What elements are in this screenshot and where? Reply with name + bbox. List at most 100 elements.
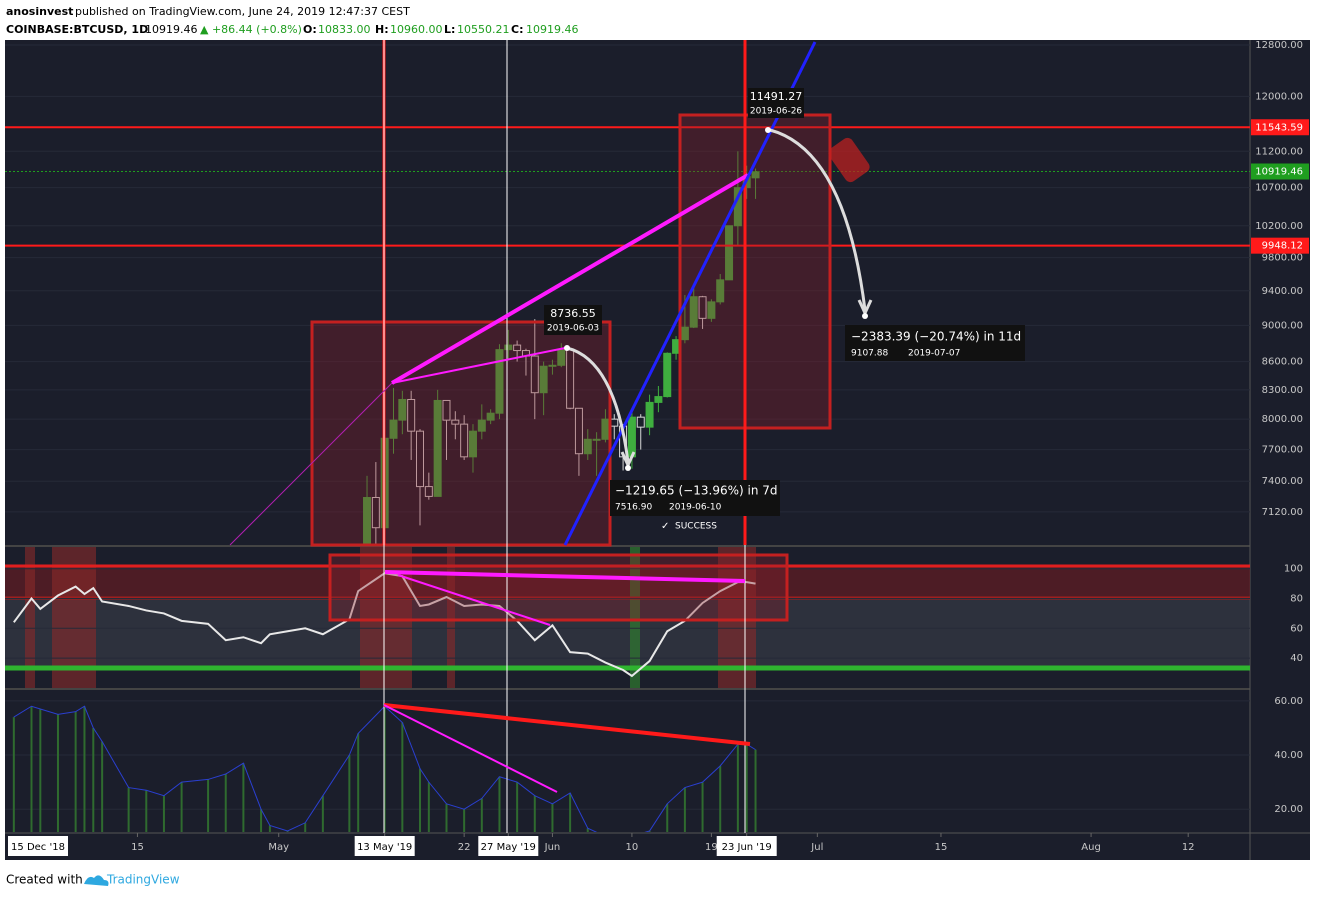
x-tick-label: 27 May '19 — [481, 842, 536, 853]
point — [564, 345, 570, 351]
point — [862, 313, 868, 319]
range-box — [678, 113, 832, 430]
candle-body — [654, 396, 663, 403]
candle-body — [477, 419, 486, 432]
candle-body — [592, 438, 601, 441]
candle-body — [707, 301, 716, 319]
candle-body — [574, 407, 583, 455]
high-label: H: — [375, 23, 389, 36]
publisher: anosinvest — [6, 5, 73, 18]
y-tick-label: 60.00 — [1274, 696, 1303, 707]
candle-body — [504, 344, 513, 351]
x-tick-label: Jul — [810, 842, 823, 853]
x-tick-box — [716, 836, 777, 856]
candle-body — [548, 364, 557, 367]
y-tick-label: 9800.00 — [1262, 253, 1303, 264]
annotation: 2019-06-03 — [547, 324, 599, 334]
rsi-zone — [52, 547, 96, 688]
candle-body — [725, 225, 734, 281]
close-label: C: — [511, 23, 523, 36]
x-cursor-label: 15 Dec '18 — [11, 842, 65, 853]
trend-line — [229, 382, 393, 546]
open: 10833.00 — [318, 23, 371, 36]
y-tick-label: 7120.00 — [1262, 507, 1303, 518]
low: 10550.21 — [457, 23, 510, 36]
rsi-line — [13, 572, 756, 678]
candle-body — [451, 419, 460, 425]
y-tick-label: 7700.00 — [1262, 445, 1303, 456]
candle-body — [513, 344, 522, 352]
open-label: O: — [303, 23, 317, 36]
price-tag — [1251, 163, 1309, 180]
price-tag-label: 11543.59 — [1255, 122, 1303, 133]
label-box — [748, 88, 804, 118]
candle-body — [751, 171, 760, 179]
arrow — [566, 346, 630, 463]
close: 10919.46 — [526, 23, 579, 36]
point — [765, 127, 771, 133]
x-tick-label: 19 — [705, 842, 718, 853]
candle-body — [363, 496, 372, 545]
x-tick-label: 12 — [1182, 842, 1195, 853]
annotation: 9107.88 — [851, 349, 888, 359]
y-tick-label: 12800.00 — [1255, 40, 1303, 51]
check-icon: ✓ — [661, 521, 669, 532]
y-tick-label: 8300.00 — [1262, 385, 1303, 396]
y-tick-label: 80 — [1290, 594, 1303, 605]
range-box — [328, 553, 789, 622]
rsi-band — [5, 566, 1250, 598]
candle-body — [371, 496, 380, 529]
x-tick-label: May — [268, 842, 289, 853]
label-box — [544, 305, 602, 335]
high: 10960.00 — [390, 23, 443, 36]
x-tick-label: 15 — [131, 842, 144, 853]
candle-body — [716, 279, 725, 303]
candle-body — [424, 486, 433, 497]
candle-body — [539, 365, 548, 394]
y-tick-label: 40 — [1290, 653, 1303, 664]
x-tick-box — [478, 836, 539, 856]
separator — [5, 545, 1250, 547]
area-line — [13, 705, 756, 832]
trend-line — [383, 704, 558, 793]
price-tag — [1251, 119, 1309, 136]
x-tick-label: Aug — [1081, 842, 1101, 853]
candle-body — [433, 399, 442, 497]
y-tick-label: 8000.00 — [1262, 414, 1303, 425]
y-tick-label: 12000.00 — [1255, 91, 1303, 102]
x-tick-label: 22 — [458, 842, 471, 853]
footer-brand[interactable]: TradingView — [106, 873, 180, 887]
y-tick-label: 7400.00 — [1262, 476, 1303, 487]
y-tick-label: 9000.00 — [1262, 320, 1303, 331]
x-tick-label: 10 — [626, 842, 639, 853]
trend-line — [383, 703, 751, 746]
y-tick-label: 11200.00 — [1255, 146, 1303, 157]
annotation: −2383.39 (−20.74%) in 11d — [851, 330, 1021, 344]
trend-line — [563, 41, 817, 546]
rsi-zone — [25, 547, 35, 688]
marker — [828, 137, 870, 183]
candle-body — [442, 399, 451, 421]
candle-body — [389, 419, 398, 439]
range-box — [310, 320, 612, 547]
y-tick-label: 9400.00 — [1262, 286, 1303, 297]
published: published on TradingView.com, June 24, 2… — [75, 5, 410, 18]
point — [625, 465, 631, 471]
candle-body — [486, 412, 495, 421]
candle-body — [698, 296, 707, 319]
x-cursor-box — [8, 836, 68, 856]
last: 10919.46 — [145, 23, 198, 36]
y-tick-label: 20.00 — [1274, 804, 1303, 815]
y-tick-label: 10700.00 — [1255, 183, 1303, 194]
y-tick-label: 40.00 — [1274, 750, 1303, 761]
candle-body — [636, 416, 645, 428]
annotation: −1219.65 (−13.96%) in 7d — [615, 484, 778, 498]
annotation: 7516.90 — [615, 503, 652, 513]
x-tick-box — [354, 836, 415, 856]
x-tick-label: 13 May '19 — [357, 842, 412, 853]
candle-body — [460, 423, 469, 458]
x-tick-label: Jun — [544, 842, 561, 853]
candle-body — [495, 349, 504, 414]
